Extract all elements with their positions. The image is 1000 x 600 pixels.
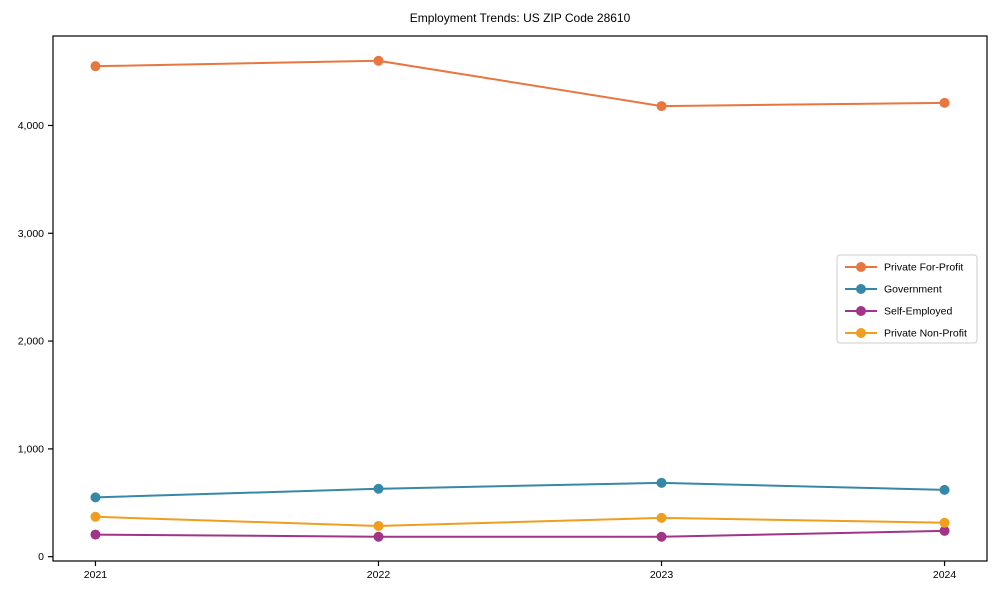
data-point-private-for-profit-2023 <box>656 101 667 112</box>
y-tick-label: 4,000 <box>18 120 44 132</box>
legend-box <box>836 254 978 344</box>
data-point-private-non-profit-2021 <box>90 511 101 522</box>
series-line-private-for-profit <box>94 59 946 108</box>
y-tick-label: 3,000 <box>18 228 44 240</box>
x-tick-label: 2022 <box>367 569 391 581</box>
data-point-government-2024 <box>939 484 950 495</box>
series-line-self-employed <box>94 529 946 538</box>
axes-box <box>52 35 988 562</box>
data-point-self-employed-2022 <box>373 531 384 542</box>
legend-marker-self-employed <box>856 306 866 316</box>
data-point-self-employed-2021 <box>90 529 101 540</box>
legend-label-government: Government <box>884 284 942 296</box>
data-point-private-for-profit-2024 <box>939 97 950 108</box>
data-point-private-for-profit-2021 <box>90 61 101 72</box>
y-tick-label: 0 <box>38 551 44 563</box>
x-tick-label: 2023 <box>650 569 674 581</box>
data-point-private-non-profit-2024 <box>939 517 950 528</box>
data-point-self-employed-2024 <box>939 525 950 536</box>
data-point-private-for-profit-2022 <box>373 55 384 66</box>
legend-marker-private-non-profit <box>856 328 866 338</box>
data-point-private-non-profit-2023 <box>656 512 667 523</box>
plot-area: 0 1,000 2,000 3,000 4,000 2021 2022 2023 2024 <box>18 35 988 581</box>
legend-marker-government <box>856 284 866 294</box>
data-point-government-2023 <box>656 477 667 488</box>
chart-title: Employment Trends: US ZIP Code 28610 <box>410 11 631 25</box>
y-tick-label: 1,000 <box>18 443 44 455</box>
data-point-private-non-profit-2022 <box>373 520 384 531</box>
legend-marker-private-for-profit <box>856 262 866 272</box>
legend: Private For-Profit Government Self-Employe… <box>836 254 978 344</box>
legend-label-private-non-profit: Private Non-Profit <box>884 328 967 340</box>
series-line-government <box>94 481 946 499</box>
legend-label-private-for-profit: Private For-Profit <box>884 262 963 274</box>
legend-label-self-employed: Self-Employed <box>884 306 952 318</box>
data-point-government-2021 <box>90 492 101 503</box>
series-line-private-non-profit <box>94 515 946 527</box>
data-point-self-employed-2023 <box>656 531 667 542</box>
y-tick-label: 2,000 <box>18 336 44 348</box>
x-tick-label: 2021 <box>84 569 108 581</box>
data-point-government-2022 <box>373 483 384 494</box>
x-tick-label: 2024 <box>933 569 957 581</box>
